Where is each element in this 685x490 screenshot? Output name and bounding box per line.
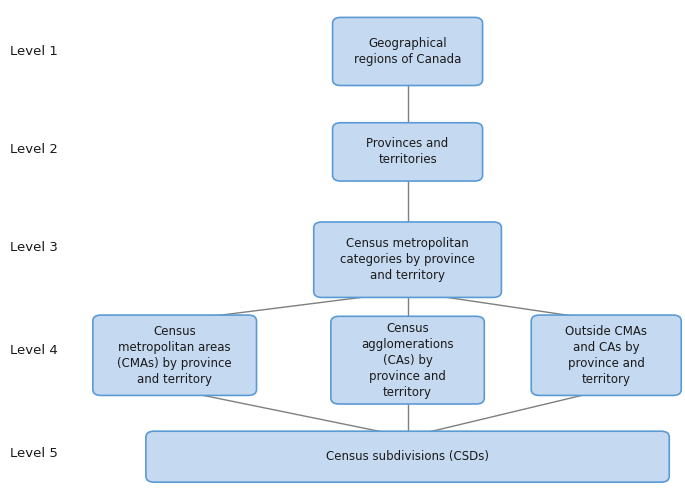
Text: Level 5: Level 5: [10, 447, 58, 460]
Text: Geographical
regions of Canada: Geographical regions of Canada: [354, 37, 461, 66]
Text: Outside CMAs
and CAs by
province and
territory: Outside CMAs and CAs by province and ter…: [565, 325, 647, 386]
Text: Level 2: Level 2: [10, 143, 58, 156]
FancyBboxPatch shape: [93, 315, 256, 395]
Text: Provinces and
territories: Provinces and territories: [366, 137, 449, 167]
FancyBboxPatch shape: [331, 317, 484, 404]
Text: Level 3: Level 3: [10, 241, 58, 254]
Text: Census
agglomerations
(CAs) by
province and
territory: Census agglomerations (CAs) by province …: [361, 321, 454, 399]
Text: Census subdivisions (CSDs): Census subdivisions (CSDs): [326, 450, 489, 463]
FancyBboxPatch shape: [146, 431, 669, 482]
FancyBboxPatch shape: [332, 17, 482, 85]
Text: Census
metropolitan areas
(CMAs) by province
and territory: Census metropolitan areas (CMAs) by prov…: [117, 325, 232, 386]
FancyBboxPatch shape: [314, 222, 501, 297]
FancyBboxPatch shape: [332, 123, 482, 181]
FancyBboxPatch shape: [531, 315, 681, 395]
Text: Census metropolitan
categories by province
and territory: Census metropolitan categories by provin…: [340, 237, 475, 282]
Text: Level 4: Level 4: [10, 344, 58, 357]
Text: Level 1: Level 1: [10, 45, 58, 58]
